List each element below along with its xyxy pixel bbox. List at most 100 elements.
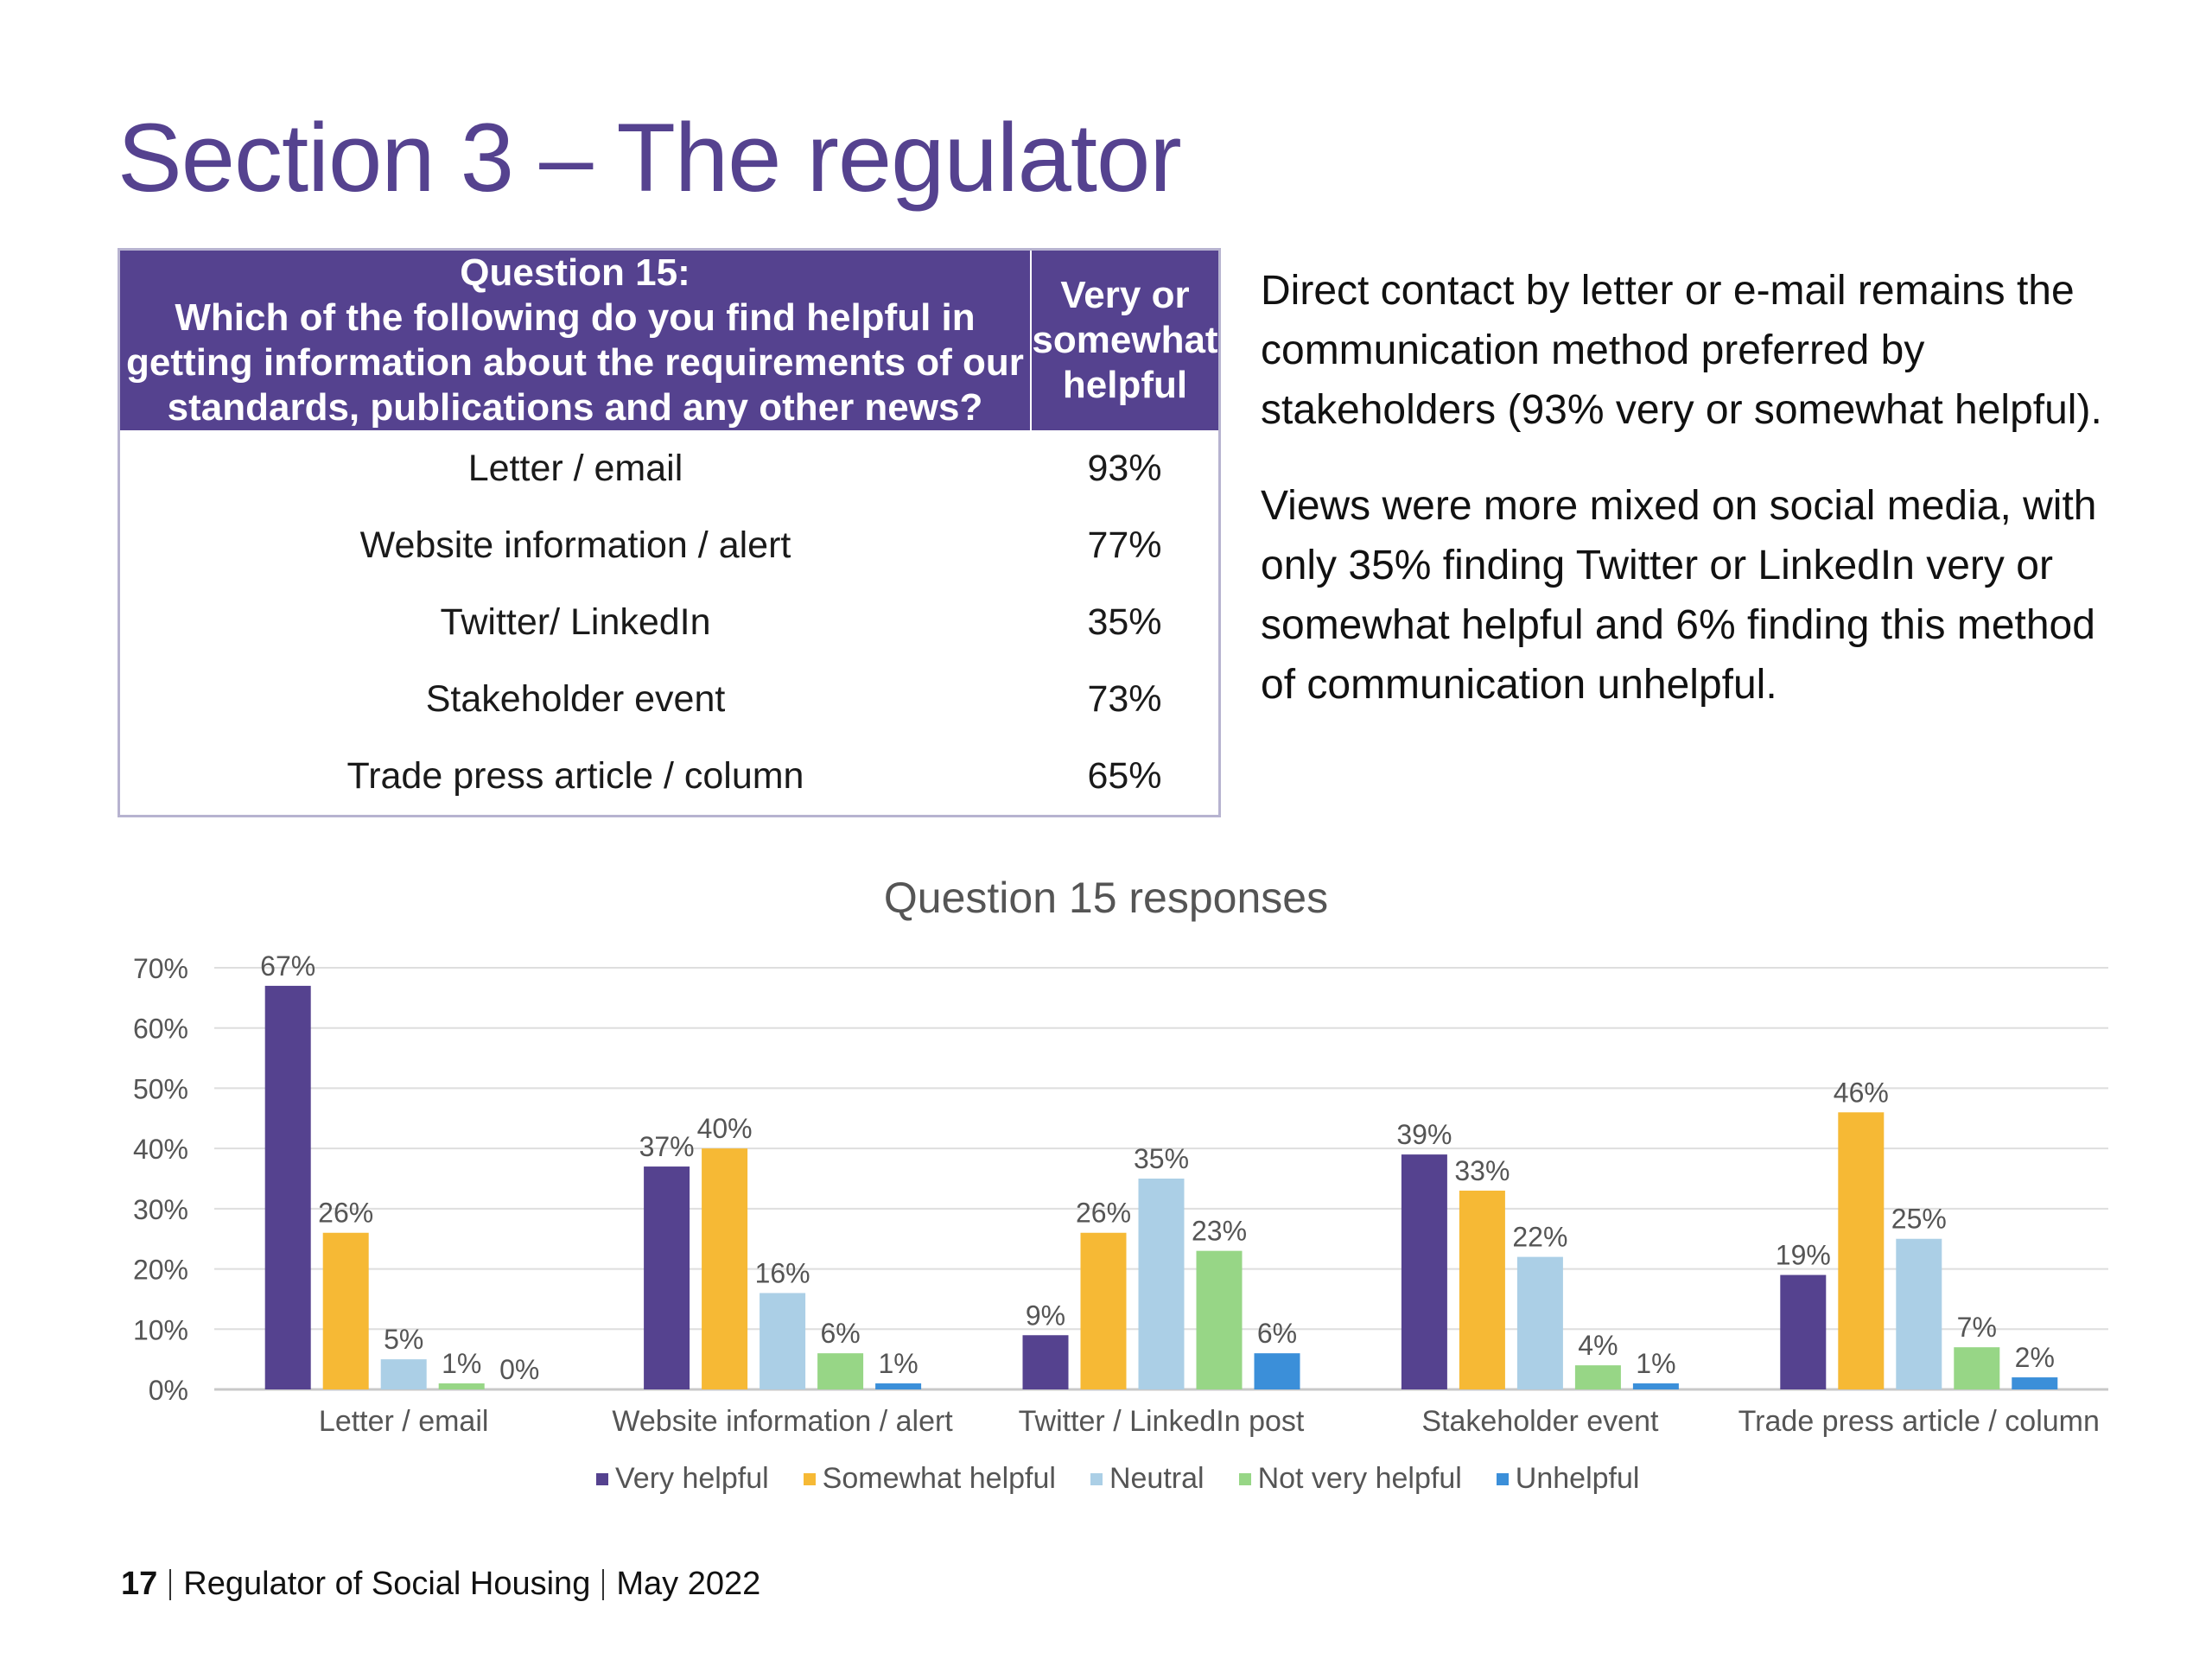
- legend-item: Somewhat helpful: [803, 1462, 1056, 1496]
- data-label: 40%: [697, 1113, 753, 1144]
- legend-label: Somewhat helpful: [822, 1462, 1056, 1495]
- x-tick-label: Website information / alert: [612, 1405, 953, 1438]
- legend-label: Unhelpful: [1515, 1462, 1640, 1495]
- y-tick-label: 70%: [133, 953, 188, 984]
- footer-divider: [602, 1568, 605, 1600]
- data-label: 26%: [1076, 1198, 1131, 1229]
- legend-swatch: [803, 1472, 816, 1485]
- x-tick-label: Trade press article / column: [1738, 1405, 2100, 1438]
- summary-text: Direct contact by letter or e-mail remai…: [1261, 261, 2125, 751]
- bar: [438, 1383, 485, 1389]
- data-label: 67%: [260, 950, 315, 982]
- legend-swatch: [1090, 1472, 1103, 1485]
- data-label: 16%: [755, 1257, 810, 1288]
- column-heading: Very or somewhat helpful: [1031, 249, 1220, 430]
- bar: [1459, 1190, 1505, 1389]
- bar: [380, 1359, 427, 1389]
- data-label: 46%: [1834, 1077, 1889, 1108]
- x-tick-label: Letter / email: [319, 1405, 489, 1438]
- data-label: 25%: [1891, 1204, 1947, 1235]
- data-label: 0%: [499, 1354, 539, 1385]
- page-footer: 17 Regulator of Social Housing May 2022: [121, 1566, 760, 1603]
- legend-item: Very helpful: [596, 1462, 769, 1496]
- bar: [1022, 1335, 1069, 1389]
- footer-divider: [169, 1568, 172, 1600]
- bar: [1401, 1154, 1447, 1389]
- y-tick-label: 50%: [133, 1073, 188, 1104]
- row-value: 35%: [1087, 601, 1162, 643]
- bar: [1080, 1232, 1127, 1389]
- bar: [1896, 1238, 1942, 1389]
- x-tick-label: Twitter / LinkedIn post: [1019, 1405, 1305, 1438]
- table-row: Stakeholder event 73%: [119, 661, 1220, 738]
- bar: [264, 985, 311, 1389]
- data-label: 7%: [1957, 1312, 1997, 1343]
- summary-paragraph: Direct contact by letter or e-mail remai…: [1261, 268, 2102, 433]
- page-title: Section 3 – The regulator: [118, 104, 1182, 212]
- legend-swatch: [1238, 1472, 1251, 1485]
- data-label: 5%: [384, 1324, 423, 1355]
- bar: [644, 1166, 690, 1389]
- page-number: 17: [121, 1566, 158, 1602]
- bar: [322, 1232, 369, 1389]
- data-label: 1%: [1636, 1348, 1675, 1379]
- bar: [1138, 1179, 1185, 1389]
- data-label: 37%: [639, 1131, 695, 1162]
- data-label: 9%: [1026, 1300, 1065, 1331]
- legend-label: Neutral: [1109, 1462, 1205, 1495]
- question-table: Question 15: Which of the following do y…: [118, 248, 1221, 817]
- row-value: 73%: [1087, 678, 1162, 720]
- row-label: Trade press article / column: [346, 755, 804, 797]
- y-tick-label: 20%: [133, 1255, 188, 1286]
- data-label: 39%: [1396, 1119, 1452, 1150]
- legend-label: Not very helpful: [1257, 1462, 1462, 1495]
- legend-swatch: [596, 1472, 608, 1485]
- bar: [1254, 1353, 1300, 1389]
- data-label: 19%: [1776, 1240, 1831, 1271]
- summary-paragraph: Views were more mixed on social media, w…: [1261, 483, 2097, 708]
- row-value: 93%: [1087, 448, 1162, 489]
- legend-item: Neutral: [1090, 1462, 1205, 1496]
- y-tick-label: 30%: [133, 1194, 188, 1225]
- row-label: Website information / alert: [359, 524, 791, 566]
- footer-organisation: Regulator of Social Housing: [183, 1566, 591, 1602]
- table-row: Trade press article / column 65%: [119, 738, 1220, 817]
- bar: [1632, 1383, 1679, 1389]
- data-label: 33%: [1454, 1155, 1510, 1186]
- row-value: 65%: [1087, 755, 1162, 797]
- legend-item: Not very helpful: [1238, 1462, 1462, 1496]
- footer-date: May 2022: [616, 1566, 761, 1602]
- bar: [1954, 1347, 2000, 1389]
- y-tick-label: 40%: [133, 1134, 188, 1165]
- bar: [1196, 1250, 1243, 1389]
- legend-swatch: [1496, 1472, 1509, 1485]
- data-label: 23%: [1192, 1216, 1247, 1247]
- data-label: 1%: [442, 1348, 481, 1379]
- data-label: 22%: [1512, 1222, 1567, 1253]
- question-heading: Question 15: Which of the following do y…: [118, 249, 1032, 430]
- row-value: 77%: [1087, 524, 1162, 566]
- chart-title: Question 15 responses: [883, 874, 1329, 922]
- bar: [817, 1353, 864, 1389]
- bar-chart: 0% 10% 20% 30% 40% 50% 60% 70% 67% 26% 5% 1% 0% Lette…: [133, 950, 2108, 1438]
- bar: [1780, 1274, 1827, 1389]
- y-tick-label: 0%: [149, 1375, 188, 1406]
- x-tick-label: Stakeholder event: [1421, 1405, 1659, 1438]
- bar: [1516, 1256, 1563, 1389]
- data-label: 26%: [318, 1198, 373, 1229]
- bar: [2012, 1377, 2058, 1389]
- legend-item: Unhelpful: [1496, 1462, 1640, 1496]
- legend-label: Very helpful: [615, 1462, 769, 1495]
- bar: [1838, 1112, 1885, 1389]
- row-label: Letter / email: [467, 448, 683, 489]
- data-label: 35%: [1134, 1143, 1189, 1174]
- data-label: 2%: [2015, 1342, 2055, 1373]
- table-row: Twitter/ LinkedIn 35%: [119, 584, 1220, 661]
- data-label: 4%: [1578, 1330, 1618, 1361]
- row-label: Stakeholder event: [425, 678, 726, 720]
- y-tick-label: 10%: [133, 1314, 188, 1345]
- table-row: Letter / email 93%: [119, 430, 1220, 507]
- bar: [702, 1148, 748, 1389]
- chart-legend: Very helpful Somewhat helpful Neutral Not v…: [596, 1462, 1639, 1496]
- table-row: Website information / alert 77%: [119, 507, 1220, 584]
